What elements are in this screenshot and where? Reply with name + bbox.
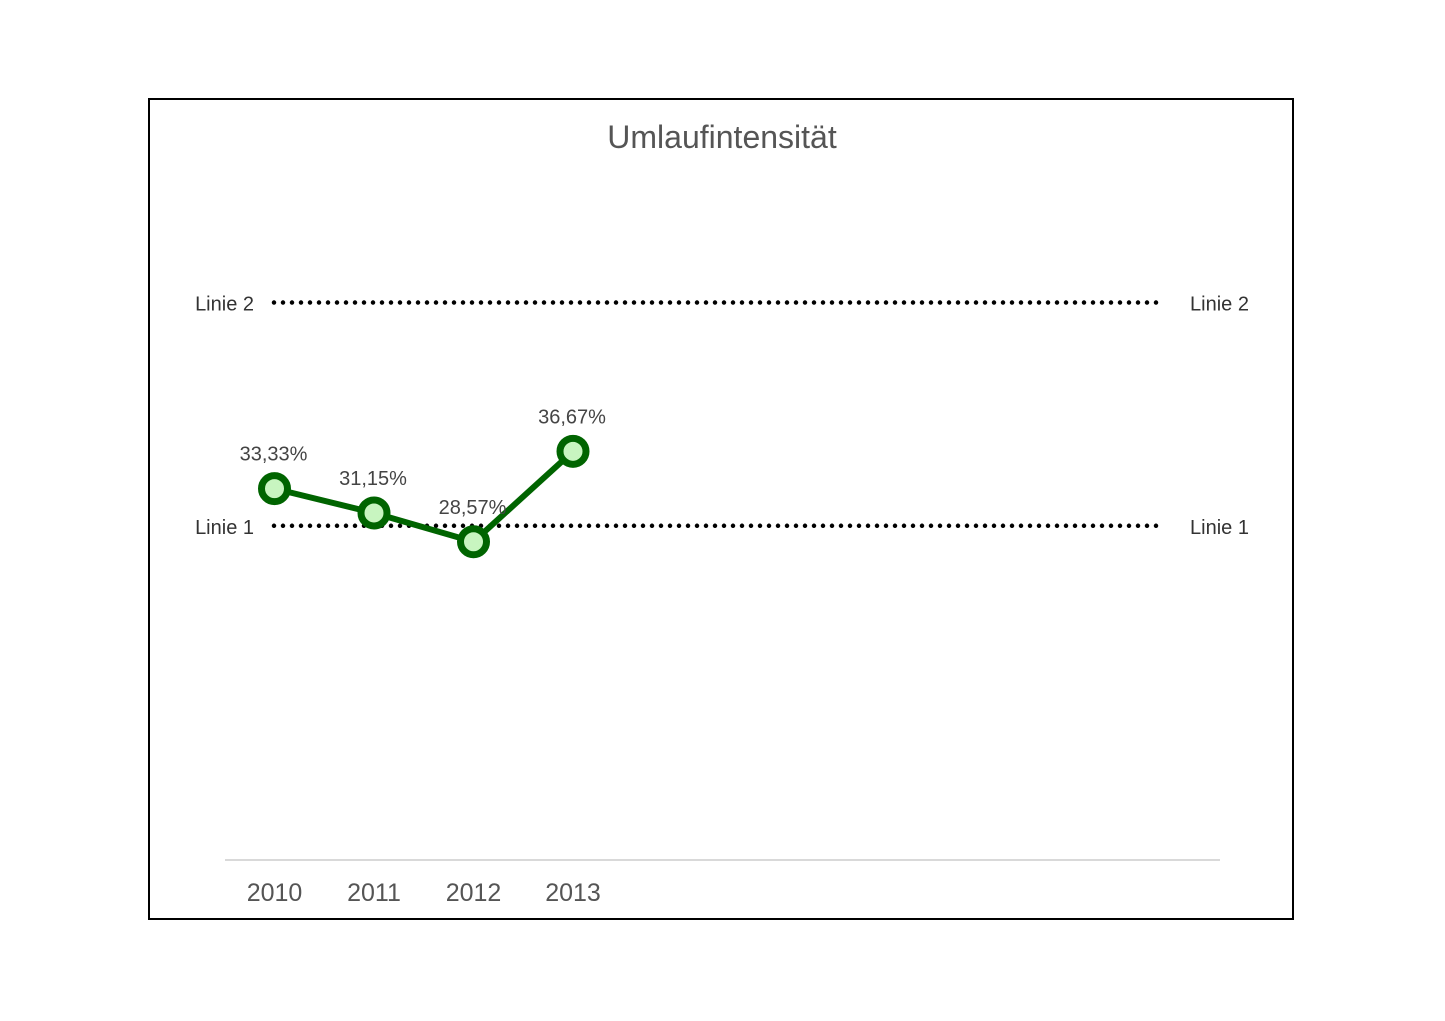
- chart-title: Umlaufintensität: [607, 119, 837, 155]
- reference-lines: Linie 1 Linie 1 Linie 2 Linie 2: [195, 294, 1249, 539]
- data-point-2010[interactable]: [258, 472, 291, 506]
- data-label-2013: 36,67%: [538, 406, 606, 428]
- x-axis-ticks: 2010 2011 2012 2013: [247, 879, 601, 907]
- data-label-2011: 31,15%: [339, 468, 407, 490]
- data-label-2012: 28,57%: [439, 497, 507, 519]
- data-point-2011[interactable]: [357, 496, 391, 530]
- x-tick-label-2013: 2013: [545, 879, 601, 907]
- series-line-layer: 33,33% 31,15% 28,57% 36,67%: [240, 406, 606, 559]
- x-tick-label-2012: 2012: [446, 879, 502, 907]
- reference-line-1-label-right: Linie 1: [1190, 517, 1249, 539]
- reference-line-1-label-left: Linie 1: [195, 517, 254, 539]
- data-label-2010: 33,33%: [240, 444, 308, 466]
- x-tick-label-2011: 2011: [347, 879, 401, 907]
- reference-line-2-label-left: Linie 2: [195, 294, 254, 316]
- data-point-2012[interactable]: [457, 525, 490, 559]
- series-line: [273, 449, 576, 545]
- x-tick-label-2010: 2010: [247, 879, 303, 907]
- reference-line-2-label-right: Linie 2: [1190, 294, 1249, 316]
- data-point-2013[interactable]: [556, 434, 590, 468]
- chart-frame: [148, 98, 1294, 920]
